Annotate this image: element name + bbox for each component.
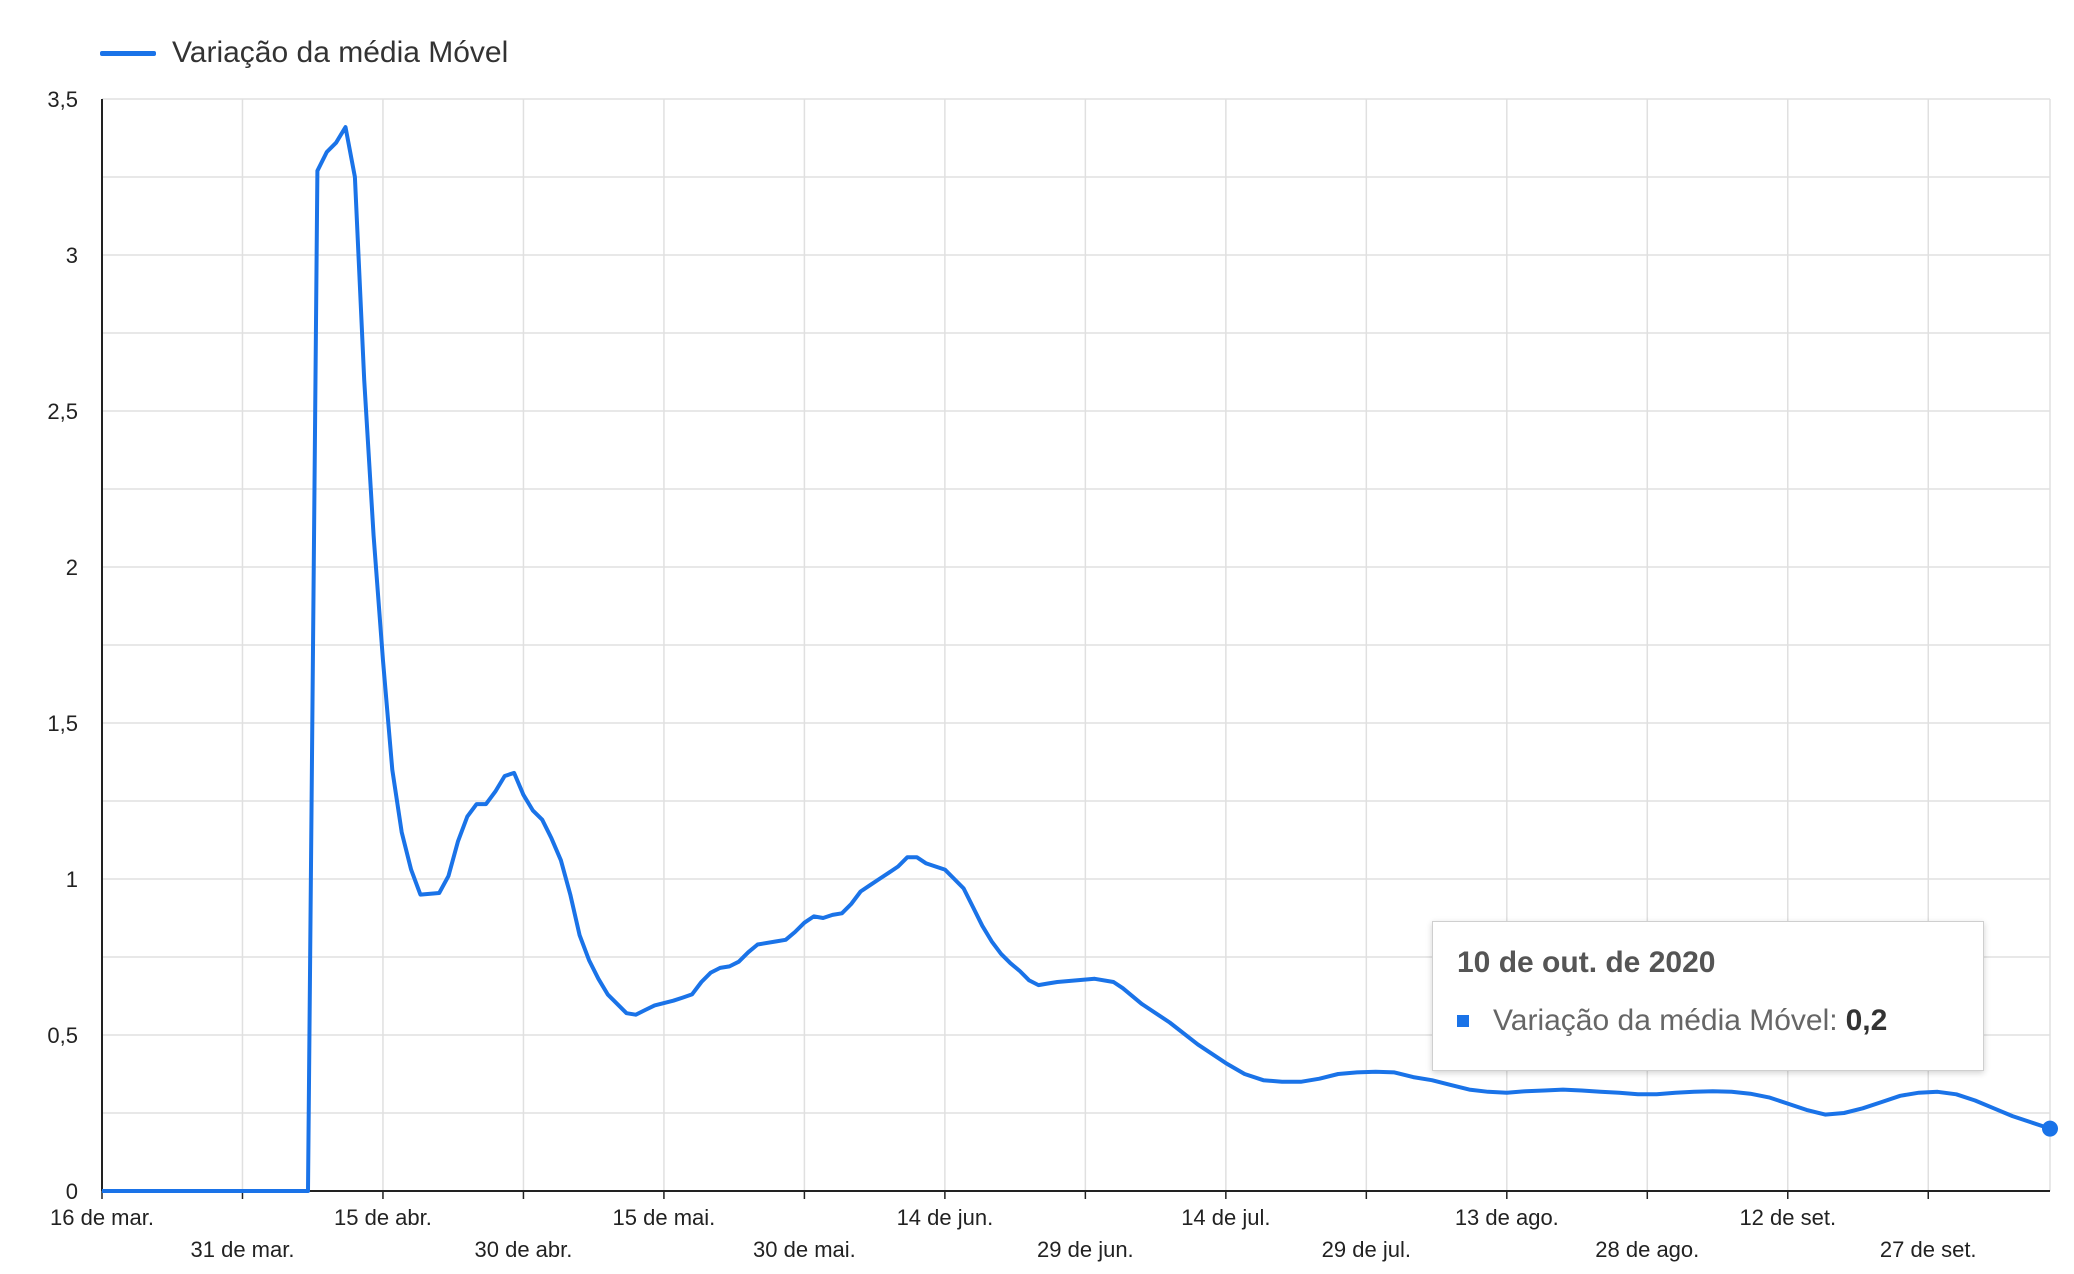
- legend[interactable]: Variação da média Móvel: [100, 36, 508, 70]
- x-tick-label: 31 de mar.: [191, 1237, 295, 1262]
- legend-label: Variação da média Móvel: [172, 36, 509, 69]
- y-axis-ticks: 0 0,5 1 1,5 2 2,5 3 3,5: [47, 87, 78, 1204]
- x-tick-label: 15 de abr.: [334, 1205, 432, 1230]
- x-tick-label: 12 de set.: [1739, 1205, 1836, 1230]
- y-tick-label: 0,5: [47, 1023, 78, 1048]
- x-tick-label: 29 de jun.: [1037, 1237, 1134, 1262]
- y-tick-label: 2,5: [47, 399, 78, 424]
- tooltip-series-label: Variação da média Móvel:: [1493, 1004, 1838, 1037]
- y-tick-label: 1,5: [47, 711, 78, 736]
- y-tick-label: 3,5: [47, 87, 78, 112]
- highlight-point: [2042, 1120, 2058, 1137]
- tooltip-value: 0,2: [1845, 1004, 1888, 1037]
- x-tick-label: 14 de jun.: [897, 1205, 994, 1230]
- tooltip-row: Variação da média Móvel: 0,2: [1457, 1004, 1959, 1038]
- y-tick-label: 3: [66, 243, 78, 268]
- x-tick-label: 30 de abr.: [475, 1237, 573, 1262]
- x-tick-label: 27 de set.: [1880, 1237, 1977, 1262]
- y-tick-label: 2: [66, 555, 78, 580]
- tooltip-swatch: [1457, 1015, 1469, 1027]
- x-tick-label: 29 de jul.: [1322, 1237, 1411, 1262]
- x-tick-label: 13 de ago.: [1455, 1205, 1559, 1230]
- y-tick-label: 0: [66, 1179, 78, 1204]
- x-tick-label: 14 de jul.: [1181, 1205, 1270, 1230]
- y-tick-label: 1: [66, 867, 78, 892]
- x-tick-label: 15 de mai.: [613, 1205, 716, 1230]
- series-layer: [102, 125, 2058, 1193]
- x-tick-label: 30 de mai.: [753, 1237, 856, 1262]
- tooltip: 10 de out. de 2020 Variação da média Móv…: [1432, 921, 1984, 1071]
- x-tick-label: 16 de mar.: [50, 1205, 154, 1230]
- series-line: [102, 125, 2051, 1193]
- axes: [101, 99, 2050, 1192]
- legend-swatch: [100, 50, 156, 56]
- x-tick-label: 28 de ago.: [1595, 1237, 1699, 1262]
- tooltip-title: 10 de out. de 2020: [1457, 946, 1716, 979]
- x-axis-ticks: 16 de mar. 31 de mar. 15 de abr. 30 de abr.…: [50, 1191, 1977, 1262]
